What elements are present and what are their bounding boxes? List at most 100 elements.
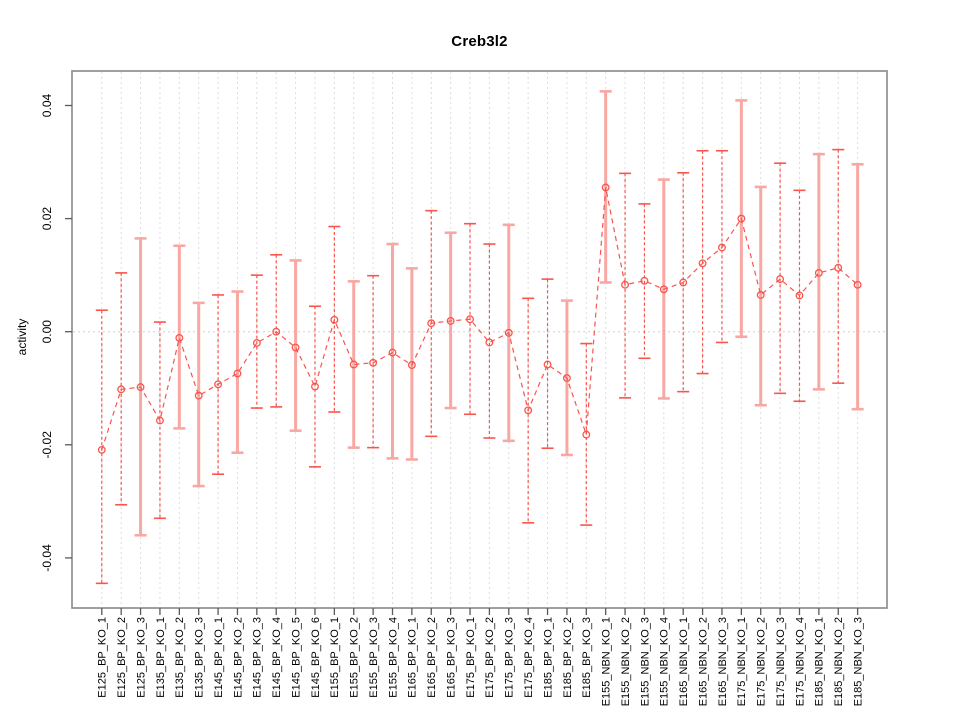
error-bar — [696, 149, 709, 375]
x-tick-label: E155_BP_KO_4 — [387, 617, 399, 698]
data-point — [311, 382, 319, 391]
data-point — [252, 339, 261, 347]
data-point — [155, 416, 164, 425]
y-tick-label: 0.00 — [40, 320, 54, 344]
data-point — [853, 280, 862, 289]
error-bar — [308, 305, 321, 468]
x-tick-label: E135_BP_KO_2 — [174, 617, 186, 698]
series-line — [101, 187, 859, 451]
data-point — [795, 291, 804, 300]
x-axis: E125_BP_KO_1 E125_BP_KO_2 E125_BP_KO_3 E135… — [97, 608, 864, 706]
error-bar — [754, 185, 767, 407]
x-tick-label: E155_NBN_KO_1 — [601, 617, 613, 706]
error-bar — [638, 203, 651, 360]
y-tick-label: -0.02 — [40, 431, 54, 459]
y-tick-label: -0.04 — [40, 544, 54, 572]
data-point — [272, 327, 281, 336]
data-point — [640, 276, 649, 285]
data-point — [427, 319, 436, 328]
x-tick-label: E185_NBN_KO_2 — [833, 617, 845, 706]
x-tick-label: E125_BP_KO_3 — [135, 617, 147, 698]
x-tick-label: E175_NBN_KO_1 — [736, 617, 748, 706]
data-point — [407, 361, 416, 370]
error-bar — [367, 274, 380, 449]
x-tick-label: E135_BP_KO_3 — [194, 617, 206, 698]
x-tick-label: E145_BP_KO_4 — [271, 617, 283, 698]
x-tick-label: E185_BP_KO_1 — [542, 617, 554, 698]
error-bar — [812, 152, 825, 391]
data-point — [504, 328, 513, 337]
data-point — [698, 259, 707, 268]
error-bar — [541, 278, 554, 449]
x-tick-label: E135_BP_KO_1 — [155, 617, 167, 698]
data-point — [388, 348, 397, 357]
x-tick-label: E155_NBN_KO_4 — [659, 617, 671, 706]
data-point — [582, 430, 591, 439]
data-point — [562, 374, 571, 383]
error-bar — [386, 242, 399, 460]
x-tick-label: E165_NBN_KO_1 — [678, 617, 690, 706]
x-tick-label: E125_BP_KO_2 — [116, 617, 128, 698]
x-tick-label: E175_BP_KO_1 — [465, 617, 477, 698]
data-point — [175, 333, 184, 342]
chart-title: Creb3l2 — [451, 33, 508, 50]
x-tick-label: E175_BP_KO_3 — [504, 617, 516, 698]
x-tick-label: E145_BP_KO_5 — [290, 617, 302, 698]
data-point — [485, 338, 494, 347]
x-tick-label: E175_NBN_KO_4 — [794, 617, 806, 706]
data-point — [194, 391, 203, 400]
x-tick-label: E165_BP_KO_3 — [445, 617, 457, 698]
y-axis: 0.04 0.02 0.00 -0.02 -0.04 — [40, 93, 72, 572]
plot-box — [71, 70, 888, 609]
x-tick-label: E145_BP_KO_1 — [213, 617, 225, 698]
data-point — [349, 360, 358, 369]
data-point — [97, 445, 106, 454]
data-point — [214, 380, 223, 389]
x-tick-label: E175_BP_KO_4 — [523, 617, 535, 698]
error-bar — [599, 90, 612, 284]
y-tick-label: 0.04 — [40, 93, 54, 117]
error-bar — [192, 301, 205, 488]
error-bar — [774, 162, 787, 395]
error-bar — [289, 259, 302, 432]
x-tick-label: E155_NBN_KO_2 — [620, 617, 632, 706]
x-tick-label: E175_NBN_KO_2 — [756, 617, 768, 706]
x-tick-label: E175_NBN_KO_3 — [775, 617, 787, 706]
error-bar — [270, 253, 283, 408]
data-point — [814, 268, 823, 277]
data-point — [446, 317, 455, 325]
x-tick-label: E185_NBN_KO_3 — [852, 617, 864, 706]
x-tick-label: E185_BP_KO_3 — [581, 617, 593, 698]
error-bar — [851, 163, 864, 411]
data-point — [621, 280, 630, 289]
error-bar — [677, 171, 690, 393]
error-bar — [173, 244, 186, 430]
x-tick-label: E185_BP_KO_2 — [562, 617, 574, 698]
y-tick-label: 0.02 — [40, 207, 54, 231]
x-tick-label: E175_BP_KO_2 — [484, 617, 496, 698]
error-bar — [153, 321, 166, 520]
x-tick-label: E155_NBN_KO_3 — [639, 617, 651, 706]
data-point — [834, 263, 843, 272]
error-bars — [95, 90, 864, 585]
data-point — [117, 385, 126, 394]
data-point — [679, 278, 688, 287]
gridlines — [73, 72, 886, 607]
data-point — [737, 214, 746, 223]
error-bar — [231, 290, 244, 455]
x-tick-label: E165_BP_KO_1 — [407, 617, 419, 698]
data-point — [291, 343, 300, 352]
data-point — [136, 383, 145, 392]
error-bar — [483, 243, 496, 439]
error-bar — [619, 172, 632, 399]
x-tick-label: E155_BP_KO_2 — [349, 617, 361, 698]
data-points — [97, 183, 862, 454]
data-point — [776, 275, 785, 284]
data-point — [756, 290, 765, 299]
x-tick-label: E165_NBN_KO_2 — [697, 617, 709, 706]
x-tick-label: E165_BP_KO_2 — [426, 617, 438, 698]
x-tick-label: E125_BP_KO_1 — [97, 617, 109, 698]
x-tick-label: E155_BP_KO_1 — [329, 617, 341, 698]
error-bar — [580, 342, 593, 526]
